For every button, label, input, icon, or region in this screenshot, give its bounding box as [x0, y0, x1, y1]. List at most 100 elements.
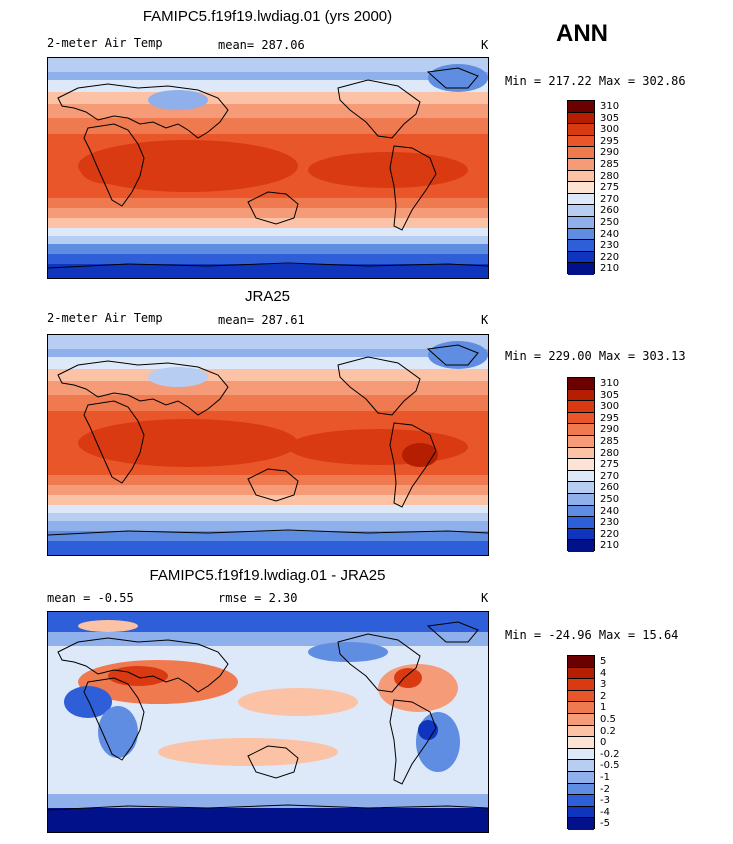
colorbar-swatch — [568, 702, 594, 714]
colorbar-swatch — [568, 216, 594, 229]
colorbar-label: 230 — [600, 517, 620, 529]
colorbar-label: 310 — [600, 101, 620, 112]
colorbar-swatch — [568, 205, 594, 217]
colorbar-label: 250 — [600, 217, 620, 228]
panel-1-minmax: Min = 217.22 Max = 302.86 — [505, 74, 686, 88]
colorbar-swatch — [568, 158, 594, 171]
colorbar-label: 260 — [600, 205, 620, 217]
panel-1-map — [47, 57, 489, 279]
colorbar-label: -2 — [600, 783, 610, 795]
panel-2-minmax: Min = 229.00 Max = 303.13 — [505, 349, 686, 363]
panel-3-colorbar — [567, 655, 595, 830]
colorbar-swatch — [568, 447, 594, 460]
colorbar-label: 0.5 — [600, 714, 616, 725]
colorbar-label: 305 — [600, 112, 620, 124]
colorbar-label: 260 — [600, 482, 620, 494]
colorbar-swatch — [568, 806, 594, 819]
colorbar-label: 220 — [600, 251, 620, 263]
colorbar-swatch — [568, 378, 594, 390]
colorbar-swatch — [568, 101, 594, 113]
colorbar-label: -0.5 — [600, 760, 620, 772]
colorbar-label: 2 — [600, 690, 607, 702]
colorbar-label: 240 — [600, 505, 620, 517]
colorbar-swatch — [568, 470, 594, 483]
colorbar-swatch — [568, 389, 594, 402]
colorbar-label: -4 — [600, 806, 610, 818]
panel-2-map — [47, 334, 489, 556]
colorbar-swatch — [568, 124, 594, 136]
colorbar-swatch — [568, 528, 594, 541]
colorbar-swatch — [568, 412, 594, 425]
panel-2-title: JRA25 — [244, 288, 291, 305]
panel-2-variable-label: 2-meter Air Temp — [47, 311, 163, 325]
colorbar-label: 240 — [600, 228, 620, 240]
colorbar-swatch — [568, 135, 594, 148]
colorbar-label: 295 — [600, 135, 620, 147]
colorbar-swatch — [568, 240, 594, 252]
colorbar-label: 275 — [600, 182, 620, 194]
colorbar-swatch — [568, 459, 594, 471]
colorbar-swatch — [568, 760, 594, 772]
season-label: ANN — [556, 20, 608, 47]
colorbar-swatch — [568, 725, 594, 738]
colorbar-swatch — [568, 401, 594, 413]
panel-1-colorbar — [567, 100, 595, 275]
panel-2-units: K — [481, 313, 489, 327]
colorbar-swatch — [568, 505, 594, 518]
colorbar-swatch — [568, 251, 594, 264]
colorbar-swatch — [568, 679, 594, 691]
colorbar-label: 270 — [600, 470, 620, 482]
colorbar-label: 300 — [600, 401, 620, 413]
panel-1-title: FAMIPC5.f19f19.lwdiag.01 (yrs 2000) — [142, 8, 393, 25]
colorbar-swatch — [568, 737, 594, 749]
colorbar-swatch — [568, 795, 594, 807]
colorbar-label: 230 — [600, 240, 620, 252]
colorbar-swatch — [568, 656, 594, 668]
colorbar-swatch — [568, 112, 594, 125]
colorbar-swatch — [568, 482, 594, 494]
colorbar-swatch — [568, 193, 594, 206]
colorbar-swatch — [568, 783, 594, 796]
colorbar-label: 210 — [600, 540, 620, 552]
colorbar-swatch — [568, 170, 594, 183]
colorbar-label: 1 — [600, 702, 607, 714]
panel-3-units: K — [481, 591, 489, 605]
colorbar-label: 275 — [600, 459, 620, 471]
colorbar-swatch — [568, 690, 594, 703]
colorbar-label: -5 — [600, 818, 610, 830]
panel-2-mean-label: mean= 287.61 — [218, 313, 305, 327]
colorbar-label: 300 — [600, 124, 620, 136]
colorbar-label: 290 — [600, 424, 620, 436]
colorbar-label: 0.2 — [600, 725, 616, 737]
panel-3-mean-label: mean = -0.55 — [47, 591, 134, 605]
colorbar-swatch — [568, 748, 594, 761]
panel-1-mean-label: mean= 287.06 — [218, 38, 305, 52]
colorbar-swatch — [568, 424, 594, 436]
colorbar-label: 210 — [600, 263, 620, 275]
panel-3-map — [47, 611, 489, 833]
colorbar-label: -3 — [600, 795, 610, 807]
colorbar-label: 250 — [600, 494, 620, 505]
colorbar-swatch — [568, 771, 594, 784]
colorbar-label: 285 — [600, 159, 620, 170]
colorbar-swatch — [568, 667, 594, 680]
panel-1-variable-label: 2-meter Air Temp — [47, 36, 163, 50]
colorbar-swatch — [568, 540, 594, 552]
panel-3-rmse-label: rmse = 2.30 — [218, 591, 298, 605]
colorbar-label: 285 — [600, 436, 620, 447]
colorbar-swatch — [568, 228, 594, 241]
colorbar-label: 4 — [600, 667, 607, 679]
colorbar-swatch — [568, 517, 594, 529]
colorbar-swatch — [568, 493, 594, 506]
panel-3-minmax: Min = -24.96 Max = 15.64 — [505, 628, 679, 642]
colorbar-label: 5 — [600, 656, 607, 667]
colorbar-label: -1 — [600, 772, 610, 783]
panel-1-units: K — [481, 38, 489, 52]
colorbar-label: 295 — [600, 412, 620, 424]
colorbar-label: 305 — [600, 389, 620, 401]
colorbar-label: 220 — [600, 528, 620, 540]
colorbar-swatch — [568, 147, 594, 159]
panel-2-colorbar — [567, 377, 595, 552]
colorbar-label: 310 — [600, 378, 620, 389]
colorbar-swatch — [568, 263, 594, 275]
